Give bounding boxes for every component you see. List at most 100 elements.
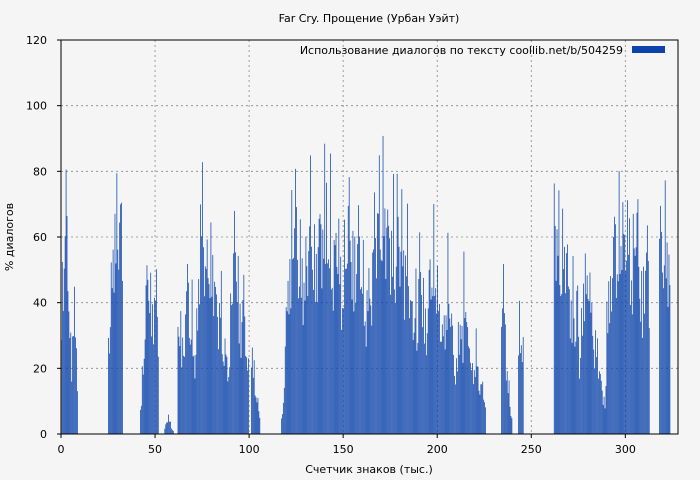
bar bbox=[563, 269, 564, 434]
bar bbox=[68, 311, 70, 434]
bar bbox=[303, 282, 305, 434]
bar bbox=[479, 394, 481, 434]
bar bbox=[432, 296, 434, 434]
bar bbox=[108, 353, 110, 434]
bar bbox=[157, 356, 159, 434]
bar bbox=[400, 251, 402, 434]
bar bbox=[224, 338, 226, 434]
bar bbox=[466, 322, 468, 434]
bar bbox=[241, 322, 243, 434]
bar bbox=[468, 346, 469, 434]
bar bbox=[660, 205, 661, 434]
bar bbox=[65, 169, 67, 434]
bar bbox=[414, 318, 416, 434]
bar bbox=[200, 204, 201, 434]
bar bbox=[74, 286, 75, 434]
bar bbox=[350, 262, 352, 434]
bar bbox=[328, 259, 329, 434]
bar bbox=[503, 264, 504, 434]
bar bbox=[75, 337, 76, 434]
bar bbox=[380, 259, 382, 434]
bar bbox=[203, 296, 205, 434]
bar bbox=[586, 275, 588, 434]
bar bbox=[426, 333, 428, 434]
bar bbox=[599, 373, 601, 434]
bar bbox=[638, 266, 640, 434]
bar bbox=[251, 347, 253, 434]
bar bbox=[571, 342, 573, 434]
bar bbox=[155, 269, 157, 434]
bar bbox=[483, 399, 485, 434]
bar bbox=[216, 294, 217, 434]
bar bbox=[256, 402, 258, 434]
bar bbox=[579, 378, 580, 434]
bar bbox=[188, 337, 190, 434]
bar bbox=[648, 328, 650, 434]
bar bbox=[632, 213, 634, 434]
bar bbox=[444, 349, 446, 434]
bar bbox=[292, 259, 294, 434]
bar bbox=[388, 225, 390, 434]
bar bbox=[210, 222, 212, 434]
bar bbox=[396, 173, 398, 435]
bar bbox=[661, 231, 662, 434]
legend: Использование диалогов по тексту coollib… bbox=[300, 44, 665, 57]
grid bbox=[61, 40, 678, 434]
bar bbox=[582, 335, 583, 434]
bar bbox=[293, 257, 295, 434]
bar bbox=[246, 357, 248, 434]
bar bbox=[590, 312, 592, 434]
x-tick-label: 100 bbox=[239, 443, 260, 456]
bar bbox=[459, 324, 461, 434]
bar bbox=[166, 422, 168, 434]
bar bbox=[591, 303, 593, 434]
bar bbox=[283, 387, 285, 434]
bar bbox=[325, 263, 327, 434]
bar bbox=[359, 236, 360, 434]
bar bbox=[469, 348, 470, 434]
bar bbox=[338, 218, 340, 434]
bar bbox=[352, 230, 354, 434]
bar bbox=[394, 302, 396, 434]
bar bbox=[312, 269, 313, 434]
bar bbox=[666, 242, 668, 434]
x-tick-label: 150 bbox=[333, 443, 354, 456]
bar bbox=[402, 266, 404, 434]
bar bbox=[437, 266, 438, 434]
bar bbox=[219, 303, 220, 434]
bar bbox=[596, 356, 597, 434]
bar bbox=[223, 365, 225, 434]
bar bbox=[290, 308, 292, 434]
bar bbox=[306, 266, 308, 434]
bar bbox=[443, 315, 445, 434]
y-tick-label: 20 bbox=[33, 362, 47, 375]
bar bbox=[401, 189, 403, 434]
bar bbox=[307, 295, 309, 434]
x-tick-label: 0 bbox=[58, 443, 65, 456]
bar bbox=[428, 269, 430, 434]
bar bbox=[342, 307, 343, 434]
bar bbox=[578, 336, 580, 434]
bar bbox=[522, 336, 524, 434]
bar bbox=[484, 402, 485, 434]
y-tick-label: 100 bbox=[26, 100, 47, 113]
bar bbox=[282, 402, 284, 434]
bar bbox=[597, 338, 598, 434]
bar bbox=[399, 286, 401, 434]
bar bbox=[171, 428, 172, 434]
bar bbox=[180, 311, 182, 434]
y-axis-ticks: 0 20 40 60 80 100 120 bbox=[26, 34, 61, 441]
bar bbox=[178, 336, 180, 434]
bar bbox=[167, 422, 169, 434]
bar bbox=[615, 297, 617, 434]
bar bbox=[370, 305, 372, 434]
bar bbox=[337, 274, 339, 434]
bar bbox=[108, 337, 109, 434]
bar bbox=[403, 250, 405, 434]
bar bbox=[429, 259, 431, 434]
bar bbox=[356, 274, 358, 434]
bar bbox=[449, 318, 451, 434]
x-tick-label: 300 bbox=[615, 443, 636, 456]
bar bbox=[148, 300, 150, 434]
bar bbox=[170, 421, 171, 434]
